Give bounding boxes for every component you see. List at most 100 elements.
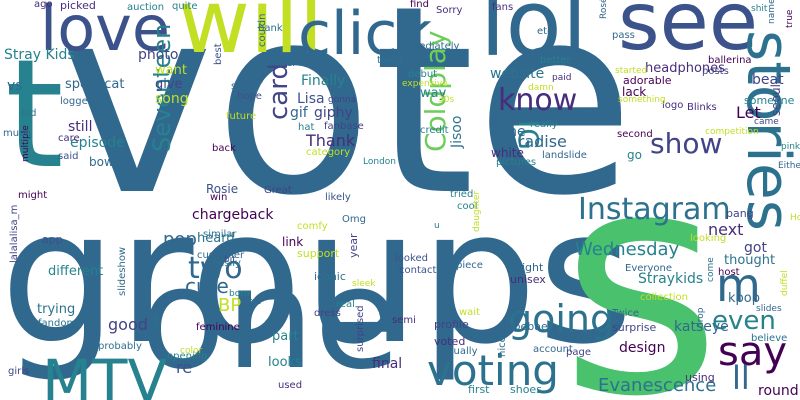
word-good: good (108, 315, 148, 334)
word-fandoms: fandoms (38, 318, 82, 329)
word-couldn: couldn (257, 13, 268, 47)
word-bit: bit (224, 255, 236, 265)
word-pop: pop (163, 229, 197, 250)
word-next: next (708, 220, 744, 239)
word-going: going (508, 297, 615, 341)
word-super: Super (267, 58, 297, 69)
word-debut: debut (408, 69, 438, 80)
word-probably: probably (98, 341, 142, 352)
word-immediately: immediately (397, 41, 460, 52)
word-ll: ll (732, 359, 750, 397)
word-will: will (178, 0, 324, 73)
word-song: song (155, 91, 189, 107)
word-vote: vote (60, 0, 635, 253)
word-thought: thought (724, 253, 776, 268)
word-part: part (272, 329, 299, 344)
word-feminine: feminine (196, 322, 240, 333)
word-photo: photo (138, 47, 179, 63)
word-website: website (490, 66, 545, 82)
word-twice: Twice (612, 308, 640, 319)
word-want: want (155, 63, 187, 78)
word-category: category (306, 147, 351, 158)
word-bid: bid (21, 108, 37, 119)
word-giphy: giphy (314, 105, 353, 121)
word-true: true (785, 9, 795, 28)
word-instagram: Instagram (578, 192, 731, 227)
word-thing: thing (377, 55, 403, 66)
word-something: something (618, 95, 666, 105)
word-straykids: Straykids (638, 271, 704, 287)
word-one: one (140, 238, 401, 400)
word-win: win (210, 192, 228, 203)
word-page: page (566, 347, 591, 358)
word-best: best (213, 43, 224, 65)
word-round: round (758, 383, 799, 399)
word-cool: cool (457, 201, 478, 212)
word-gonna: gonna (328, 95, 357, 105)
word-ros: Rosé (599, 0, 609, 19)
word-real: real (336, 299, 355, 310)
word-bp: BP (218, 295, 242, 316)
word-much: much (3, 128, 31, 139)
word-link: link (282, 235, 304, 249)
word-nice: nice (497, 336, 508, 357)
word-come: come (706, 257, 716, 282)
word-believe: believe (751, 333, 788, 344)
word-night: night (515, 261, 544, 274)
word-might: might (18, 190, 48, 201)
word-landslide: landslide (542, 150, 587, 161)
word-time: time (494, 124, 526, 140)
word-episode: episode (70, 135, 125, 151)
word-app: app (42, 233, 63, 246)
word-love: love (40, 0, 170, 65)
word-white: white (491, 146, 524, 160)
word-heard: heard (197, 231, 235, 246)
word-everyone: Everyone (625, 263, 673, 274)
word-jisoo: Jisoo (449, 115, 465, 148)
word-art: art (248, 297, 261, 307)
word-way: way (420, 86, 447, 101)
word-katseye: katseye (674, 319, 729, 335)
word-groups: groups (0, 169, 634, 385)
word-name: name (767, 0, 777, 24)
word-pass: pass (612, 30, 635, 41)
word-wait: wait (459, 307, 481, 318)
word-vs: vs (7, 78, 23, 94)
word-two: two (188, 251, 243, 286)
word-better: better (540, 55, 571, 66)
word-give: give (155, 77, 183, 92)
word-easily: easily (212, 258, 241, 269)
word-see: see (618, 0, 759, 68)
word-fanbase: fanbase (324, 121, 364, 132)
word-posts: posts (702, 66, 729, 77)
word-girls: girls (8, 366, 30, 377)
word-ago: ago (34, 0, 53, 10)
word-first: first (468, 383, 490, 396)
word-wednesday: Wednesday (575, 239, 680, 260)
word-30s: 30s (438, 95, 455, 105)
word-paid: paid (552, 73, 572, 83)
word-sorry: Sorry (436, 5, 463, 16)
word-stray-kids: Stray Kids (4, 47, 75, 63)
word-account: account (533, 344, 573, 355)
word-seoul: seoul (769, 84, 783, 116)
word-either: Either (778, 161, 800, 171)
word-comfy: comfy (297, 221, 328, 232)
word-iconic: iconic (314, 270, 346, 283)
word-shoes: shoes (510, 383, 542, 396)
word-even: even (712, 306, 776, 336)
word-ballerina: ballerina (708, 55, 752, 66)
word-different: different (48, 264, 104, 279)
word-said: said (58, 151, 79, 162)
word-voted: voted (434, 335, 466, 348)
word-piece: piece (456, 260, 483, 271)
word-chargeback: chargeback (192, 207, 274, 223)
word-go: go (627, 148, 642, 162)
word-looks: looks (268, 355, 302, 370)
word-lalalalisa-m: lalalalisa_m (9, 204, 20, 263)
word-logo: logo (662, 100, 684, 111)
word-auction: auction (127, 2, 165, 13)
word-say: say (718, 329, 788, 375)
word-find: find (410, 0, 429, 10)
word-pink: pink (781, 142, 800, 152)
